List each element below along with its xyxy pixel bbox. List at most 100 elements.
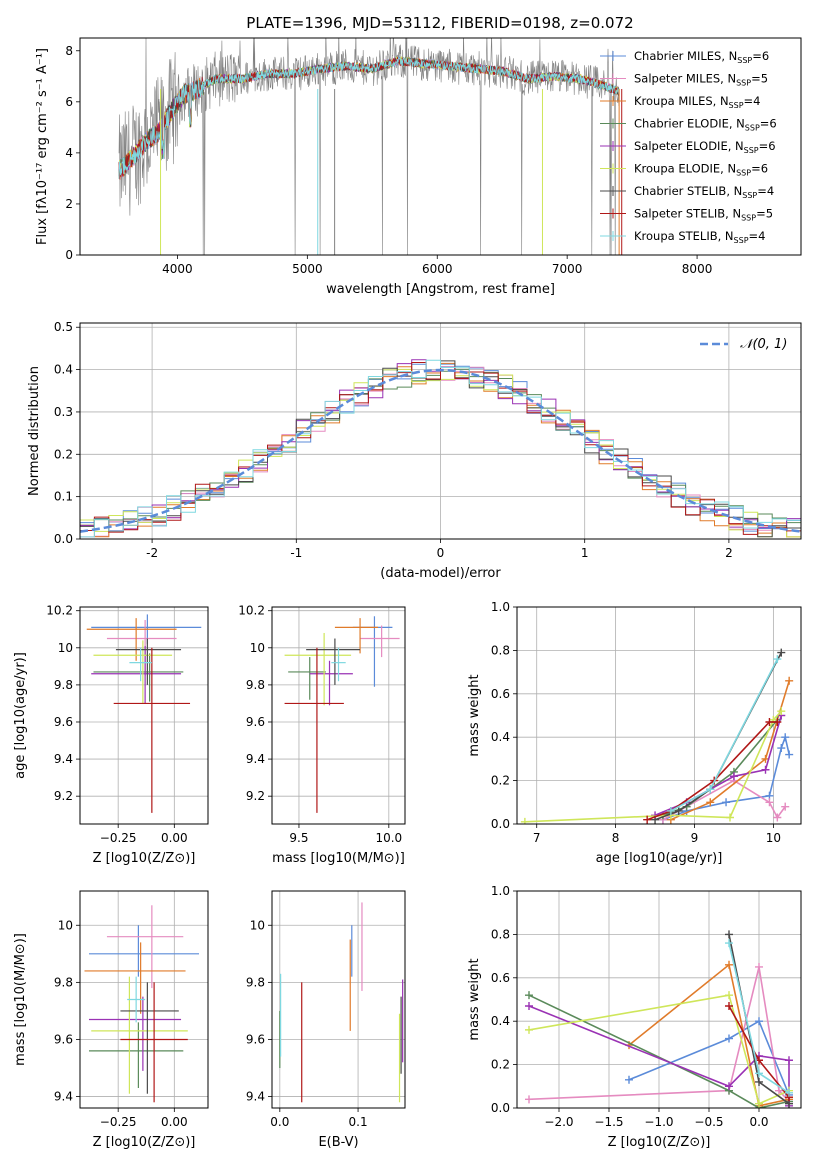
- age_vs_Z-ytick-label: 10.2: [46, 604, 73, 618]
- residuals-ytick-label: 0.1: [54, 490, 73, 504]
- weight_vs_age-ytick-label: 0.6: [491, 687, 510, 701]
- weight_vs_age-marker-7: [765, 718, 774, 727]
- weight_vs_Z-marker-0: [725, 1034, 733, 1043]
- age_vs_mass-xtick-label: 9.5: [289, 831, 308, 845]
- weight_vs_Z-xtick-label: −0.5: [694, 1115, 723, 1129]
- legend-label: Chabrier MILES, N: [634, 49, 737, 63]
- age_vs_mass-frame: [271, 606, 406, 825]
- legend-label: Kroupa MILES, N: [634, 94, 729, 108]
- weight_vs_Z-plot: [525, 930, 793, 1108]
- spectrum-ytick-label: 8: [65, 44, 73, 58]
- gaussian-curve: [80, 368, 801, 533]
- weight_vs_Z-marker-2: [725, 960, 733, 969]
- weight_vs_age-line-8: [670, 658, 779, 812]
- weight_vs_age-frame: [516, 606, 802, 825]
- age_vs_mass-ytick-label: 9.8: [246, 678, 265, 692]
- weight_vs_Z-ytick-label: 0.8: [491, 927, 510, 941]
- age_vs_Z-xtick-label: −0.25: [100, 831, 137, 845]
- age_vs_mass-ytick-label: 9.2: [246, 789, 265, 803]
- mass_vs_EBV-xtick-label: 0.1: [349, 1115, 368, 1129]
- weight_vs_age-marker-0: [785, 750, 794, 759]
- weight_vs_age-xtick-label: 9: [691, 831, 699, 845]
- weight_vs_age-xlabel: age [log10(age/yr)]: [596, 851, 723, 866]
- weight_vs_Z-ytick-label: 0.0: [491, 1101, 510, 1115]
- legend-suffix: =4: [757, 184, 774, 198]
- residuals-ytick-label: 0.5: [54, 320, 73, 334]
- legend-suffix: =6: [752, 49, 769, 63]
- weight_vs_age-marker-0: [722, 798, 731, 807]
- age_vs_Z-ytick-label: 9.2: [54, 789, 73, 803]
- residuals-xtick-label: 2: [725, 546, 733, 560]
- weight_vs_age-marker-5: [726, 813, 734, 822]
- mass_vs_EBV-ytick-label: 9.6: [246, 1032, 265, 1046]
- weight_vs_Z-marker-4: [785, 1056, 793, 1065]
- legend-label: Kroupa ELODIE, N: [634, 162, 736, 176]
- weight_vs_age-marker-0: [781, 733, 790, 742]
- weight_vs_Z-marker-0: [625, 1075, 633, 1084]
- weight_vs_Z-xtick-label: −1.0: [644, 1115, 673, 1129]
- weight_vs_age-xtick-label: 8: [612, 831, 620, 845]
- mass_vs_Z-ytick-label: 9.4: [54, 1090, 73, 1104]
- weight_vs_age-line-3: [662, 719, 778, 817]
- observed-spectrum: [118, 38, 620, 255]
- mass_vs_Z-ylabel: mass [log10(M/M⊙)]: [13, 933, 28, 1066]
- weight_vs_age-marker-7: [643, 815, 652, 824]
- age_vs_mass-axes: 9.5 10.0 9.2 9.4 9.6 9.8 10 10.2 mass [log10(M/M…: [238, 604, 405, 866]
- weight_vs_age-ytick-label: 1.0: [491, 600, 510, 614]
- residuals-ytick-label: 0.3: [54, 405, 73, 419]
- age_vs_Z-ytick-label: 10: [58, 641, 73, 655]
- mass_vs_EBV-frame: [271, 890, 406, 1109]
- spectrum-axes: 4000 5000 6000 7000 8000 0 2 4 6 8 wavelength [Ang…: [35, 44, 712, 297]
- weight_vs_age-ytick-label: 0.4: [491, 730, 510, 744]
- weight_vs_Z-xtick-label: 0.0: [749, 1115, 768, 1129]
- residuals-axes: -2 -1 0 1 2 0.0 0.1 0.2 0.3 0.4 0.5 (data-model)/er…: [27, 320, 801, 581]
- mass_vs_Z-axes: −0.25 0.00 9.4 9.6 9.8 10 Z [log10(Z/Z⊙)] mass …: [13, 891, 208, 1150]
- residuals-xtick-label: -1: [290, 546, 302, 560]
- weight_vs_Z-xtick-label: −2.0: [544, 1115, 573, 1129]
- age_vs_Z-frame: [79, 606, 209, 825]
- age_vs_mass-plot: [284, 616, 400, 813]
- weight_vs_age-marker-0: [777, 744, 786, 753]
- weight_vs_age-xtick-label: 10: [766, 831, 781, 845]
- mass_vs_Z-ytick-label: 9.8: [54, 975, 73, 989]
- age_vs_mass-ytick-label: 9.4: [246, 752, 265, 766]
- spectrum-xtick-label: 4000: [162, 262, 193, 276]
- legend-subscript: SSP: [736, 169, 751, 178]
- weight_vs_age-marker-6: [674, 806, 683, 815]
- legend-subscript: SSP: [737, 56, 752, 65]
- legend-subscript: SSP: [729, 101, 744, 110]
- weight_vs_Z-marker-8: [755, 1069, 763, 1078]
- weight_vs_age-ytick-label: 0.0: [491, 817, 510, 831]
- spectrum-plot: [118, 38, 623, 255]
- age_vs_mass-ytick-label: 10.2: [238, 604, 265, 618]
- weight_vs_Z-marker-0: [755, 1017, 763, 1026]
- residuals-ytick-label: 0.0: [54, 532, 73, 546]
- weight_vs_Z-ytick-label: 0.2: [491, 1058, 510, 1072]
- mass_vs_EBV-ytick-label: 10: [250, 918, 265, 932]
- legend-entry-4: Salpeter ELODIE, NSSP=6: [634, 139, 776, 155]
- age_vs_mass-ytick-label: 10: [250, 641, 265, 655]
- weight_vs_Z-ylabel: mass weight: [467, 958, 482, 1040]
- residuals-ytick-label: 0.4: [54, 363, 73, 377]
- legend-suffix: =6: [759, 139, 776, 153]
- weight_vs_Z-marker-1: [775, 1086, 783, 1095]
- legend-entry-3: Chabrier ELODIE, NSSP=6: [634, 117, 777, 133]
- mass_vs_Z-ytick-label: 9.6: [54, 1032, 73, 1046]
- histogram-8: [80, 359, 801, 538]
- weight_vs_age-marker-4: [761, 765, 770, 774]
- weight_vs_Z-axes: −2.0 −1.5 −1.0 −0.5 0.0 0.0 0.2 0.4 0.6 0.8 1.0 Z […: [467, 884, 801, 1150]
- legend-label: Salpeter MILES, N: [634, 72, 736, 86]
- weight_vs_Z-xlabel: Z [log10(Z/Z⊙)]: [608, 1135, 711, 1150]
- age_vs_mass-ytick-label: 9.6: [246, 715, 265, 729]
- weight_vs_Z-marker-6: [755, 1077, 763, 1086]
- spectrum-xtick-label: 6000: [422, 262, 453, 276]
- weight_vs_Z-marker-7: [725, 1002, 733, 1011]
- age_vs_mass-xlabel: mass [log10(M/M⊙)]: [272, 851, 405, 866]
- residuals-frame: [79, 322, 802, 540]
- spectrum-ytick-label: 0: [65, 248, 73, 262]
- weight_vs_Z-xtick-label: −1.5: [594, 1115, 623, 1129]
- weight_vs_Z-line-2: [628, 963, 790, 1107]
- weight_vs_age-marker-5: [520, 817, 529, 824]
